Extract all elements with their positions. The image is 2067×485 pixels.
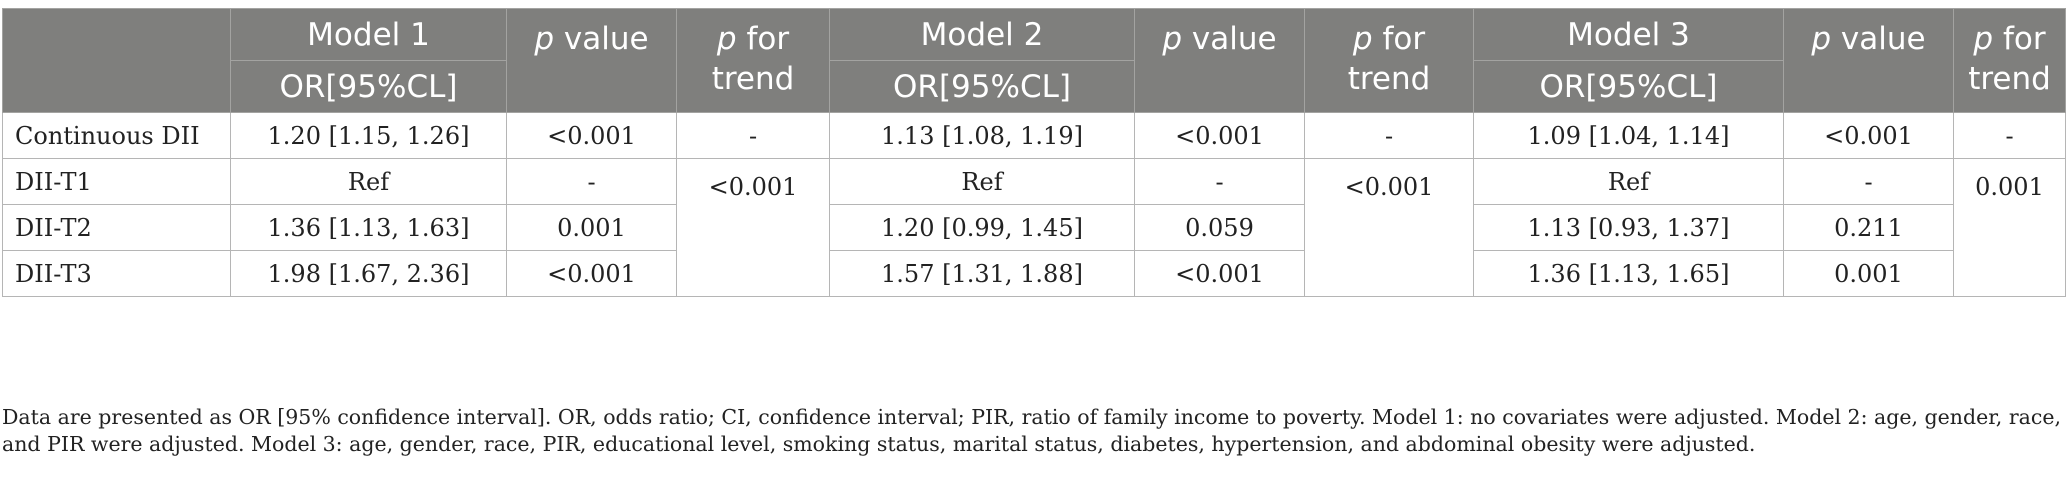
m2-or-cell: 1.57 [1.31, 1.88] (829, 250, 1135, 297)
p-trend-suffix: for trend (711, 21, 795, 97)
m3-trend-cell: - (1953, 112, 2066, 159)
header-model-1: Model 1 (230, 8, 507, 61)
header-model-2: Model 2 (829, 8, 1135, 61)
m1-or-cell: 1.36 [1.13, 1.63] (230, 204, 507, 251)
m3-or-cell: 1.09 [1.04, 1.14] (1473, 112, 1784, 159)
m2-p-cell: - (1134, 158, 1305, 205)
header-m1-or-ci: OR[95%CL] (230, 60, 507, 113)
m1-or-cell: Ref (230, 158, 507, 205)
m2-trend-cell: - (1304, 112, 1474, 159)
p-italic: p (534, 21, 555, 57)
m1-p-cell: 0.001 (506, 204, 677, 251)
m1-or-cell: 1.98 [1.67, 2.36] (230, 250, 507, 297)
m1-trend-cell: - (676, 112, 830, 159)
p-italic: p (1162, 21, 1183, 57)
p-value-suffix: value (1182, 21, 1277, 57)
p-value-suffix: value (1831, 21, 1926, 57)
m1-p-cell: - (506, 158, 677, 205)
m3-trend-tertiles-cell: 0.001 (1953, 158, 2066, 297)
m1-or-cell: 1.20 [1.15, 1.26] (230, 112, 507, 159)
results-table: Model 1 p value p for trend Model 2 p va… (2, 8, 2066, 297)
m2-trend-tertiles-cell: <0.001 (1304, 158, 1474, 297)
row-label: DII-T3 (2, 250, 231, 297)
header-m1-p-trend: p for trend (676, 8, 830, 113)
m3-p-cell: 0.001 (1783, 250, 1954, 297)
header-m2-p-value: p value (1134, 8, 1305, 113)
m3-p-cell: <0.001 (1783, 112, 1954, 159)
header-blank-cell (2, 8, 231, 113)
row-label: DII-T2 (2, 204, 231, 251)
header-model-3: Model 3 (1473, 8, 1784, 61)
p-italic: p (1973, 21, 1994, 57)
header-row-2: OR[95%CL] OR[95%CL] OR[95%CL] (3, 60, 2066, 113)
p-trend-suffix: for trend (1347, 21, 1431, 97)
m1-p-cell: <0.001 (506, 250, 677, 297)
row-label: Continuous DII (2, 112, 231, 159)
header-m3-or-ci: OR[95%CL] (1473, 60, 1784, 113)
m2-or-cell: Ref (829, 158, 1135, 205)
table-row: Continuous DII 1.20 [1.15, 1.26] <0.001 … (2, 112, 2066, 159)
m2-p-cell: <0.001 (1134, 250, 1305, 297)
table-row: DII-T2 1.36 [1.13, 1.63] 0.001 1.20 [0.9… (2, 204, 2066, 251)
m2-or-cell: 1.13 [1.08, 1.19] (829, 112, 1135, 159)
m3-or-cell: 1.13 [0.93, 1.37] (1473, 204, 1784, 251)
p-italic: p (1352, 21, 1373, 57)
p-value-suffix: value (554, 21, 649, 57)
header-m3-p-value: p value (1783, 8, 1954, 113)
m3-or-cell: Ref (1473, 158, 1784, 205)
p-italic: p (716, 21, 737, 57)
table-row: DII-T1 Ref - <0.001 Ref - <0.001 Ref - 0… (2, 158, 2066, 297)
m3-p-cell: 0.211 (1783, 204, 1954, 251)
header-m3-p-trend: p for trend (1953, 8, 2066, 113)
p-trend-suffix: for trend (1968, 21, 2051, 97)
header-row-1: Model 1 p value p for trend Model 2 p va… (2, 8, 2066, 113)
m2-p-cell: <0.001 (1134, 112, 1305, 159)
header-m2-or-ci: OR[95%CL] (829, 60, 1135, 113)
m1-trend-tertiles-cell: <0.001 (676, 158, 830, 297)
results-table-container: Model 1 p value p for trend Model 2 p va… (2, 8, 2066, 297)
table-row: DII-T3 1.98 [1.67, 2.36] <0.001 1.57 [1.… (2, 250, 2066, 297)
m3-p-cell: - (1783, 158, 1954, 205)
m1-p-cell: <0.001 (506, 112, 677, 159)
header-m1-p-value: p value (506, 8, 677, 113)
row-label: DII-T1 (2, 158, 231, 205)
m3-or-cell: 1.36 [1.13, 1.65] (1473, 250, 1784, 297)
header-m2-p-trend: p for trend (1304, 8, 1474, 113)
m2-p-cell: 0.059 (1134, 204, 1305, 251)
table-footnote: Data are presented as OR [95% confidence… (2, 405, 2061, 456)
p-italic: p (1811, 21, 1832, 57)
m2-or-cell: 1.20 [0.99, 1.45] (829, 204, 1135, 251)
